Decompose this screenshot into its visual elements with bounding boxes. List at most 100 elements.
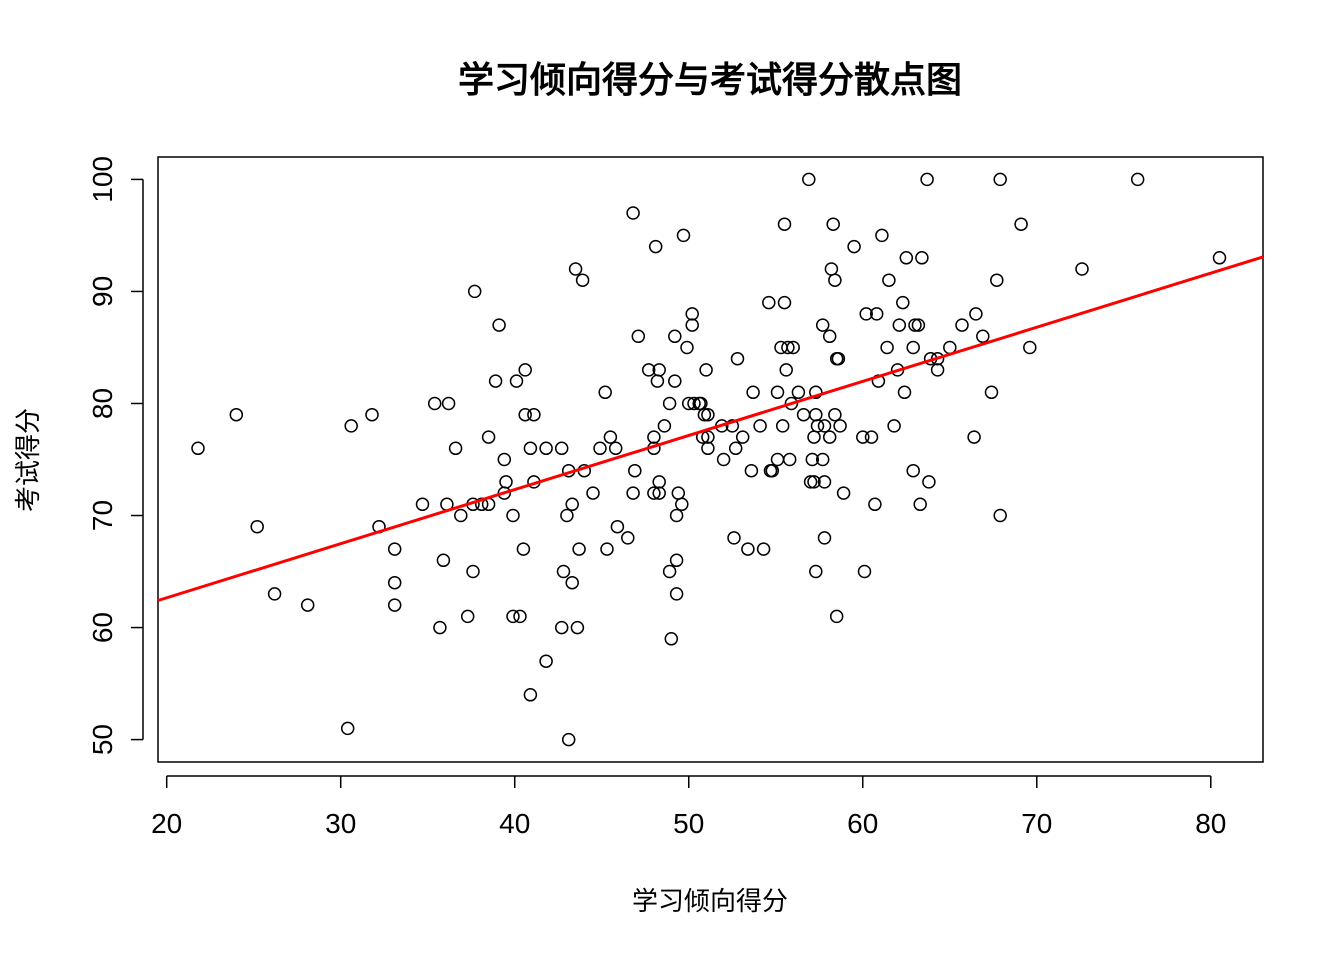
data-point: [807, 475, 821, 489]
data-point: [930, 363, 945, 377]
data-point: [527, 407, 541, 422]
data-point: [1130, 172, 1145, 187]
data-point: [857, 564, 872, 579]
data-point: [600, 542, 614, 556]
data-point: [727, 531, 741, 545]
data-point: [807, 430, 821, 444]
data-point: [1023, 340, 1037, 355]
data-point: [802, 172, 816, 187]
data-point: [593, 441, 607, 456]
data-point: [427, 396, 442, 411]
data-point: [509, 374, 524, 388]
x-tick-label: 70: [1021, 808, 1052, 839]
data-point: [911, 318, 926, 332]
data-point: [433, 620, 447, 635]
data-point: [441, 396, 456, 411]
data-point: [513, 609, 527, 624]
data-point: [777, 295, 792, 310]
data-point: [828, 273, 842, 287]
data-point: [899, 251, 914, 265]
data-point: [822, 329, 837, 344]
data-point: [784, 396, 799, 411]
data-point: [685, 307, 699, 321]
data-point: [920, 172, 934, 187]
data-point: [657, 419, 672, 433]
x-axis: 20 30 40 50 60 70 80: [151, 775, 1226, 839]
data-point: [685, 318, 699, 332]
data-point: [554, 620, 569, 635]
data-point: [460, 609, 475, 624]
data-point: [896, 295, 910, 310]
data-point: [829, 609, 844, 624]
data-point: [610, 519, 625, 534]
data-point: [565, 497, 579, 512]
data-point: [572, 542, 586, 556]
data-point: [976, 329, 990, 344]
data-point: [560, 508, 574, 523]
data-point: [880, 340, 894, 355]
data-point: [908, 318, 922, 332]
y-tick-label: 100: [87, 156, 118, 203]
data-point: [815, 318, 830, 332]
data-point: [824, 262, 839, 276]
data-point: [984, 385, 999, 400]
data-point: [775, 419, 790, 433]
data-point: [647, 486, 661, 500]
data-point: [626, 486, 640, 500]
data-point: [650, 374, 665, 388]
data-point: [753, 419, 767, 433]
data-point: [664, 632, 679, 646]
y-tick-label: 50: [87, 724, 118, 755]
data-point: [735, 430, 750, 444]
data-point: [687, 396, 701, 411]
x-tick-label: 30: [325, 808, 356, 839]
data-point: [922, 475, 936, 489]
y-axis-title: 考试得分: [14, 408, 44, 512]
data-point: [608, 441, 623, 456]
data-point: [699, 363, 713, 377]
data-point: [675, 497, 689, 512]
data-point: [993, 172, 1007, 187]
data-point: [836, 486, 851, 500]
data-point: [781, 340, 795, 355]
data-point: [565, 575, 579, 590]
data-point: [466, 564, 480, 579]
data-point: [1014, 217, 1028, 231]
data-point: [779, 363, 793, 377]
data-point: [875, 228, 889, 243]
data-point: [497, 486, 512, 500]
data-point: [676, 228, 691, 243]
data-point: [822, 430, 837, 444]
data-point: [746, 385, 760, 400]
data-point: [774, 340, 788, 355]
data-point: [568, 262, 583, 276]
x-tick-label: 40: [499, 808, 530, 839]
data-point: [499, 475, 513, 489]
data-point: [1075, 262, 1089, 276]
data-point: [570, 620, 585, 635]
data-point: [518, 363, 532, 377]
data-point: [340, 721, 355, 736]
data-point: [647, 430, 661, 444]
data-point: [831, 351, 846, 366]
data-point: [680, 340, 694, 355]
data-point: [669, 508, 684, 523]
x-tick-label: 50: [673, 808, 704, 839]
data-point: [1212, 251, 1227, 265]
x-tick-label: 60: [847, 808, 878, 839]
y-tick-label: 80: [87, 388, 118, 419]
data-point: [741, 542, 755, 556]
data-point: [561, 732, 576, 747]
data-point: [518, 407, 532, 422]
data-point: [815, 452, 830, 467]
data-point: [539, 441, 553, 456]
data-point: [415, 497, 430, 512]
data-point: [191, 441, 205, 456]
data-point: [728, 441, 743, 456]
y-axis: 50 60 70 80 90 100: [87, 156, 144, 755]
data-point: [817, 419, 832, 433]
data-point: [809, 407, 823, 422]
data-point: [859, 307, 873, 321]
data-point: [387, 598, 402, 612]
data-point: [913, 497, 927, 512]
